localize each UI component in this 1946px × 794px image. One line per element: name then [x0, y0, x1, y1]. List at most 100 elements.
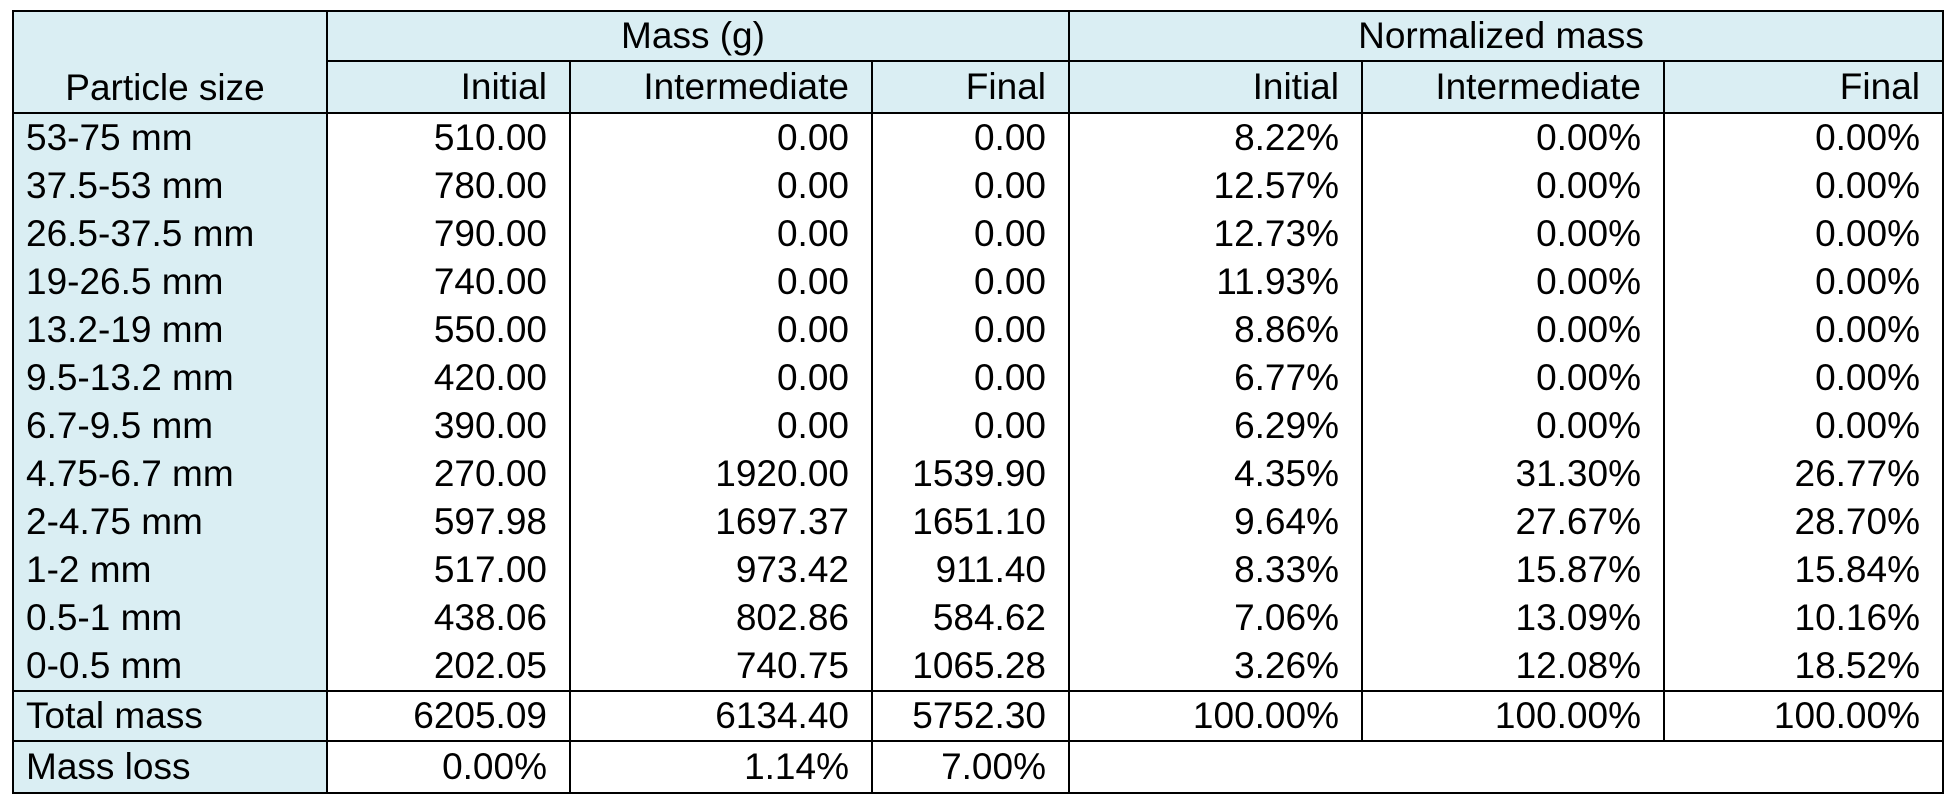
row-label: 9.5-13.2 mm: [12, 354, 328, 402]
row-label: 6.7-9.5 mm: [12, 402, 328, 450]
value-cell: 911.40: [871, 546, 1070, 594]
value-cell: 18.52%: [1663, 642, 1944, 691]
value-cell: 973.42: [569, 546, 873, 594]
value-cell: 4.35%: [1068, 450, 1363, 498]
group-header: Mass (g): [326, 11, 1070, 62]
value-cell: 0.00: [871, 306, 1070, 354]
value-cell: 0.00%: [1663, 162, 1944, 210]
data-row: 13.2-19 mm 550.00 0.00 0.00 8.86% 0.00% 0.00%: [12, 306, 1944, 354]
value-cell: 0.00%: [1361, 210, 1665, 258]
data-row: 6.7-9.5 mm 390.00 0.00 0.00 6.29% 0.00% 0.00%: [12, 402, 1944, 450]
data-row: 0-0.5 mm 202.05 740.75 1065.28 3.26% 12.08% 18…: [12, 642, 1944, 691]
row-label: 4.75-6.7 mm: [12, 450, 328, 498]
data-row: 0.5-1 mm 438.06 802.86 584.62 7.06% 13.09% 10.…: [12, 594, 1944, 642]
value-cell: 7.06%: [1068, 594, 1363, 642]
value-cell: 6.77%: [1068, 354, 1363, 402]
row-label: Mass loss: [12, 741, 328, 793]
value-cell: 202.05: [326, 642, 571, 691]
value-cell: 0.00: [871, 210, 1070, 258]
value-cell: 31.30%: [1361, 450, 1665, 498]
value-cell: 0.00%: [1361, 306, 1665, 354]
value-cell: 3.26%: [1068, 642, 1363, 691]
value-cell: 1065.28: [871, 642, 1070, 691]
total-row: Total mass 6205.09 6134.40 5752.30 100.00% 10…: [12, 690, 1944, 742]
value-cell: 0.00: [871, 402, 1070, 450]
column-header: Final: [1663, 61, 1944, 114]
value-cell: 0.00%: [1361, 113, 1665, 162]
row-label: 19-26.5 mm: [12, 258, 328, 306]
data-row: 2-4.75 mm 597.98 1697.37 1651.10 9.64% 27.67%…: [12, 498, 1944, 546]
value-cell: 7.00%: [871, 741, 1070, 793]
value-cell: 0.00%: [1663, 258, 1944, 306]
value-cell: 100.00%: [1361, 690, 1665, 742]
value-cell: 0.00: [569, 258, 873, 306]
value-cell: 15.87%: [1361, 546, 1665, 594]
value-cell: 12.57%: [1068, 162, 1363, 210]
value-cell: 1651.10: [871, 498, 1070, 546]
value-cell: 8.86%: [1068, 306, 1363, 354]
value-cell: 0.00%: [1663, 354, 1944, 402]
row-label: 2-4.75 mm: [12, 498, 328, 546]
value-cell: 438.06: [326, 594, 571, 642]
value-cell: 597.98: [326, 498, 571, 546]
value-cell: 1539.90: [871, 450, 1070, 498]
row-label: 1-2 mm: [12, 546, 328, 594]
value-cell: 510.00: [326, 113, 571, 162]
loss-row: Mass loss 0.00% 1.14% 7.00%: [12, 741, 1944, 793]
header-row: Initial Intermediate Final Initial Intermedi…: [13, 61, 1944, 114]
value-cell: 1920.00: [569, 450, 873, 498]
value-cell: 0.00%: [1663, 306, 1944, 354]
value-cell: 11.93%: [1068, 258, 1363, 306]
value-cell: 790.00: [326, 210, 571, 258]
value-cell: 100.00%: [1663, 690, 1944, 742]
value-cell: 13.09%: [1361, 594, 1665, 642]
column-header: Intermediate: [569, 61, 873, 114]
value-cell: 0.00%: [1663, 402, 1944, 450]
value-cell: 270.00: [326, 450, 571, 498]
data-table: Particle size Mass (g) Normalized mass Init…: [12, 10, 1944, 794]
value-cell: 0.00%: [1361, 354, 1665, 402]
value-cell: 1697.37: [569, 498, 873, 546]
value-cell: 740.75: [569, 642, 873, 691]
data-row: 19-26.5 mm 740.00 0.00 0.00 11.93% 0.00% 0.00%: [12, 258, 1944, 306]
value-cell: 27.67%: [1361, 498, 1665, 546]
empty-cell: [1068, 741, 1944, 793]
column-header: Initial: [326, 61, 571, 114]
value-cell: 15.84%: [1663, 546, 1944, 594]
value-cell: 802.86: [569, 594, 873, 642]
value-cell: 550.00: [326, 306, 571, 354]
value-cell: 420.00: [326, 354, 571, 402]
value-cell: 0.00: [569, 354, 873, 402]
value-cell: 0.00: [871, 113, 1070, 162]
row-label: 0-0.5 mm: [12, 642, 328, 691]
value-cell: 0.00: [569, 162, 873, 210]
value-cell: 584.62: [871, 594, 1070, 642]
value-cell: 0.00%: [1361, 402, 1665, 450]
value-cell: 0.00%: [326, 741, 571, 793]
value-cell: 9.64%: [1068, 498, 1363, 546]
value-cell: 6205.09: [326, 690, 571, 742]
value-cell: 1.14%: [569, 741, 873, 793]
row-label: Total mass: [12, 690, 328, 742]
row-label: 53-75 mm: [12, 113, 328, 162]
value-cell: 28.70%: [1663, 498, 1944, 546]
value-cell: 0.00%: [1663, 210, 1944, 258]
data-row: 1-2 mm 517.00 973.42 911.40 8.33% 15.87% 15.84…: [12, 546, 1944, 594]
value-cell: 100.00%: [1068, 690, 1363, 742]
column-header: Initial: [1068, 61, 1363, 114]
column-header: Intermediate: [1361, 61, 1665, 114]
data-row: 37.5-53 mm 780.00 0.00 0.00 12.57% 0.00% 0.00%: [12, 162, 1944, 210]
value-cell: 8.33%: [1068, 546, 1363, 594]
value-cell: 12.73%: [1068, 210, 1363, 258]
value-cell: 0.00%: [1361, 162, 1665, 210]
value-cell: 517.00: [326, 546, 571, 594]
value-cell: 0.00: [871, 258, 1070, 306]
value-cell: 26.77%: [1663, 450, 1944, 498]
data-row: 4.75-6.7 mm 270.00 1920.00 1539.90 4.35% 31.3…: [12, 450, 1944, 498]
header-row: Particle size Mass (g) Normalized mass: [12, 11, 1944, 114]
value-cell: 12.08%: [1361, 642, 1665, 691]
value-cell: 0.00: [569, 113, 873, 162]
value-cell: 10.16%: [1663, 594, 1944, 642]
row-label: 37.5-53 mm: [12, 162, 328, 210]
